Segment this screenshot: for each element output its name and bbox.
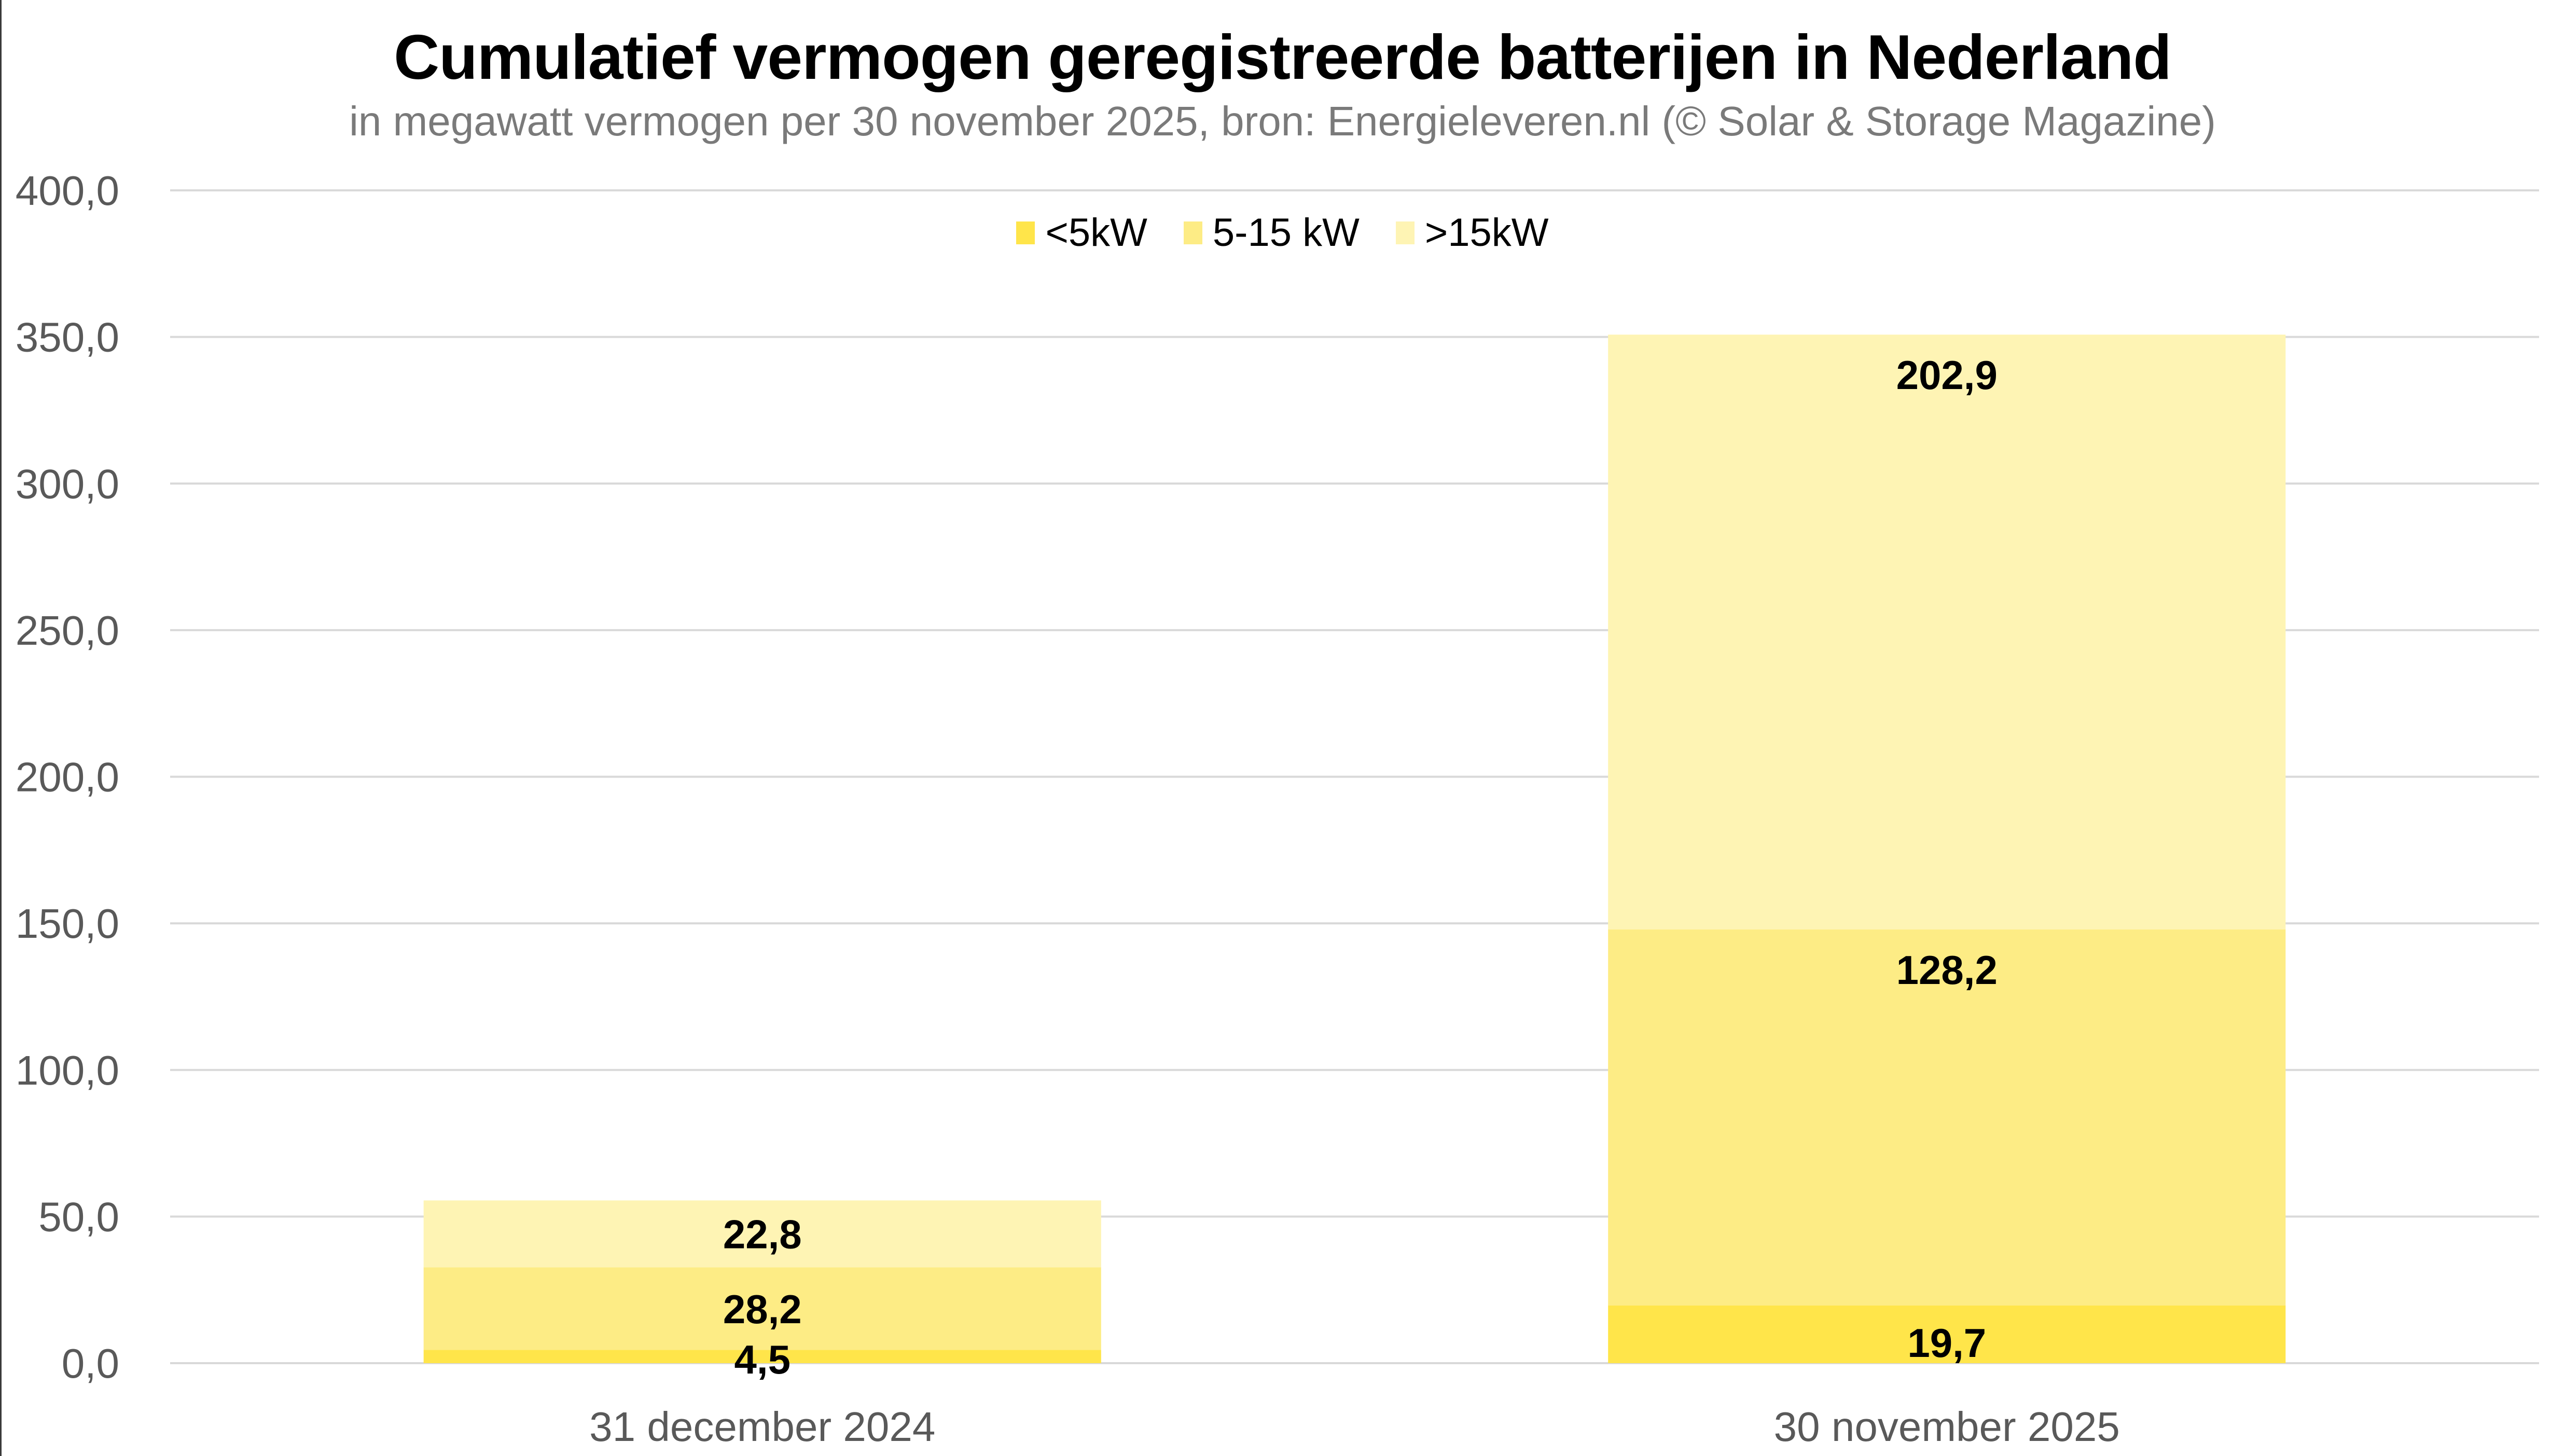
y-axis-tick-labels: 0,0 50,0 100,0 150,0 200,0 250,0 300,0 350,0 400… [16,168,119,1386]
legend-item-gt15kw[interactable]: >15kW [1395,210,1549,255]
left-border [0,0,2,1456]
y-tick-label: 100,0 [16,1047,119,1093]
y-tick-label: 350,0 [16,314,119,360]
legend-item-lt5kw[interactable]: <5kW [1016,210,1147,255]
data-label: 22,8 [723,1212,802,1257]
bar-segment[interactable] [423,1267,1101,1350]
y-tick-label: 250,0 [16,607,119,654]
y-tick-label: 400,0 [16,168,119,214]
chart-title: Cumulatief vermogen geregistreerde batte… [394,22,2172,92]
bar-segment[interactable] [423,1350,1101,1363]
data-label: 128,2 [1896,947,1998,993]
y-tick-label: 50,0 [38,1194,119,1240]
x-category-label: 31 december 2024 [589,1404,935,1450]
legend-swatch-5-15kw [1183,221,1202,244]
y-tick-label: 300,0 [16,461,119,507]
y-tick-label: 200,0 [16,754,119,800]
bar-segment[interactable] [1608,1305,2286,1363]
x-axis-category-labels: 31 december 2024 30 november 2025 [589,1404,2120,1450]
x-category-label: 30 november 2025 [1774,1404,2120,1450]
legend: <5kW 5-15 kW >15kW [0,210,2565,255]
bar-segment[interactable] [1608,335,2286,930]
bar-segment[interactable] [1608,929,2286,1306]
data-label: 19,7 [1907,1320,1986,1366]
data-label: 4,5 [734,1337,791,1382]
legend-swatch-gt15kw [1395,221,1415,244]
data-label: 202,9 [1896,352,1998,398]
bar-segment[interactable] [423,1200,1101,1268]
y-tick-label: 0,0 [62,1340,119,1386]
legend-label-gt15kw: >15kW [1424,211,1549,255]
y-tick-label: 150,0 [16,900,119,947]
data-labels: 4,5 28,2 22,8 19,7 128,2 202,9 [723,352,1998,1382]
legend-label-lt5kw: <5kW [1045,211,1147,255]
legend-item-5-15kw[interactable]: 5-15 kW [1183,210,1360,255]
bars [423,335,2286,1363]
legend-label-5-15kw: 5-15 kW [1212,211,1360,255]
chart-subtitle: in megawatt vermogen per 30 november 202… [349,98,2216,144]
legend-swatch-lt5kw [1016,221,1035,244]
data-label: 28,2 [723,1286,802,1332]
